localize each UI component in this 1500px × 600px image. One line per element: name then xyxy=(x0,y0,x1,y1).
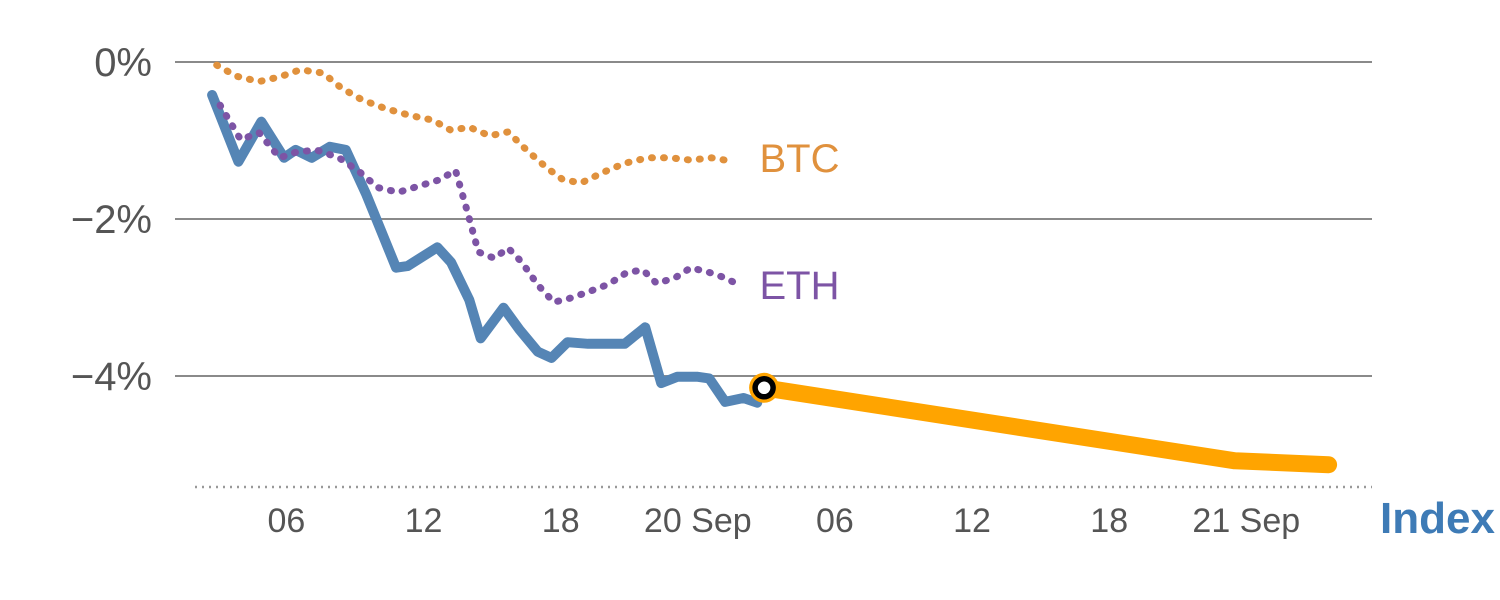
x-tick-label: 12 xyxy=(953,502,991,540)
x-tick-label: 06 xyxy=(267,502,305,540)
series-btc-line xyxy=(213,61,738,187)
x-tick-label: 06 xyxy=(816,502,854,540)
y-tick-label: −2% xyxy=(71,198,152,242)
series-label-btc: BTC xyxy=(760,137,840,181)
series-index-projection-line xyxy=(755,379,1338,474)
series-eth-line xyxy=(216,101,743,306)
y-tick-label: 0% xyxy=(94,41,152,85)
x-tick-label: 20 Sep xyxy=(644,502,752,540)
series-index-line xyxy=(207,90,763,408)
x-tick-label: 21 Sep xyxy=(1192,502,1300,540)
series-label-eth: ETH xyxy=(760,264,840,308)
forecast-marker xyxy=(752,376,776,400)
x-tick-label: 18 xyxy=(1090,502,1128,540)
x-tick-label: 18 xyxy=(542,502,580,540)
x-axis-label-index: Index xyxy=(1380,494,1495,543)
y-tick-label: −4% xyxy=(71,355,152,399)
x-tick-label: 12 xyxy=(405,502,443,540)
